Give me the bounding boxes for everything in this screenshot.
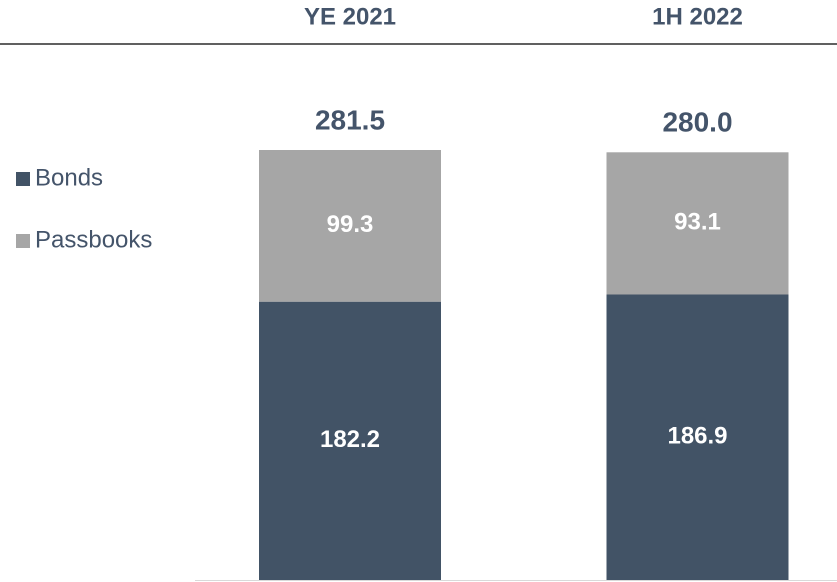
column-header: YE 2021	[304, 3, 396, 30]
legend-swatch	[16, 234, 30, 248]
segment-label: 182.2	[320, 426, 380, 453]
bar-segment	[606, 294, 789, 580]
column-header: 1H 2022	[652, 3, 743, 30]
legend-label: Passbooks	[35, 226, 152, 253]
legend-swatch	[16, 172, 30, 186]
segment-label: 93.1	[674, 209, 721, 236]
bar-segment	[606, 152, 789, 295]
segment-label: 186.9	[667, 423, 727, 450]
total-label: 280.0	[662, 107, 732, 138]
segment-label: 99.3	[327, 211, 374, 238]
legend-label: Bonds	[35, 164, 103, 191]
bar-segment	[259, 301, 441, 580]
bar-segment	[259, 150, 441, 302]
total-label: 281.5	[315, 104, 385, 135]
